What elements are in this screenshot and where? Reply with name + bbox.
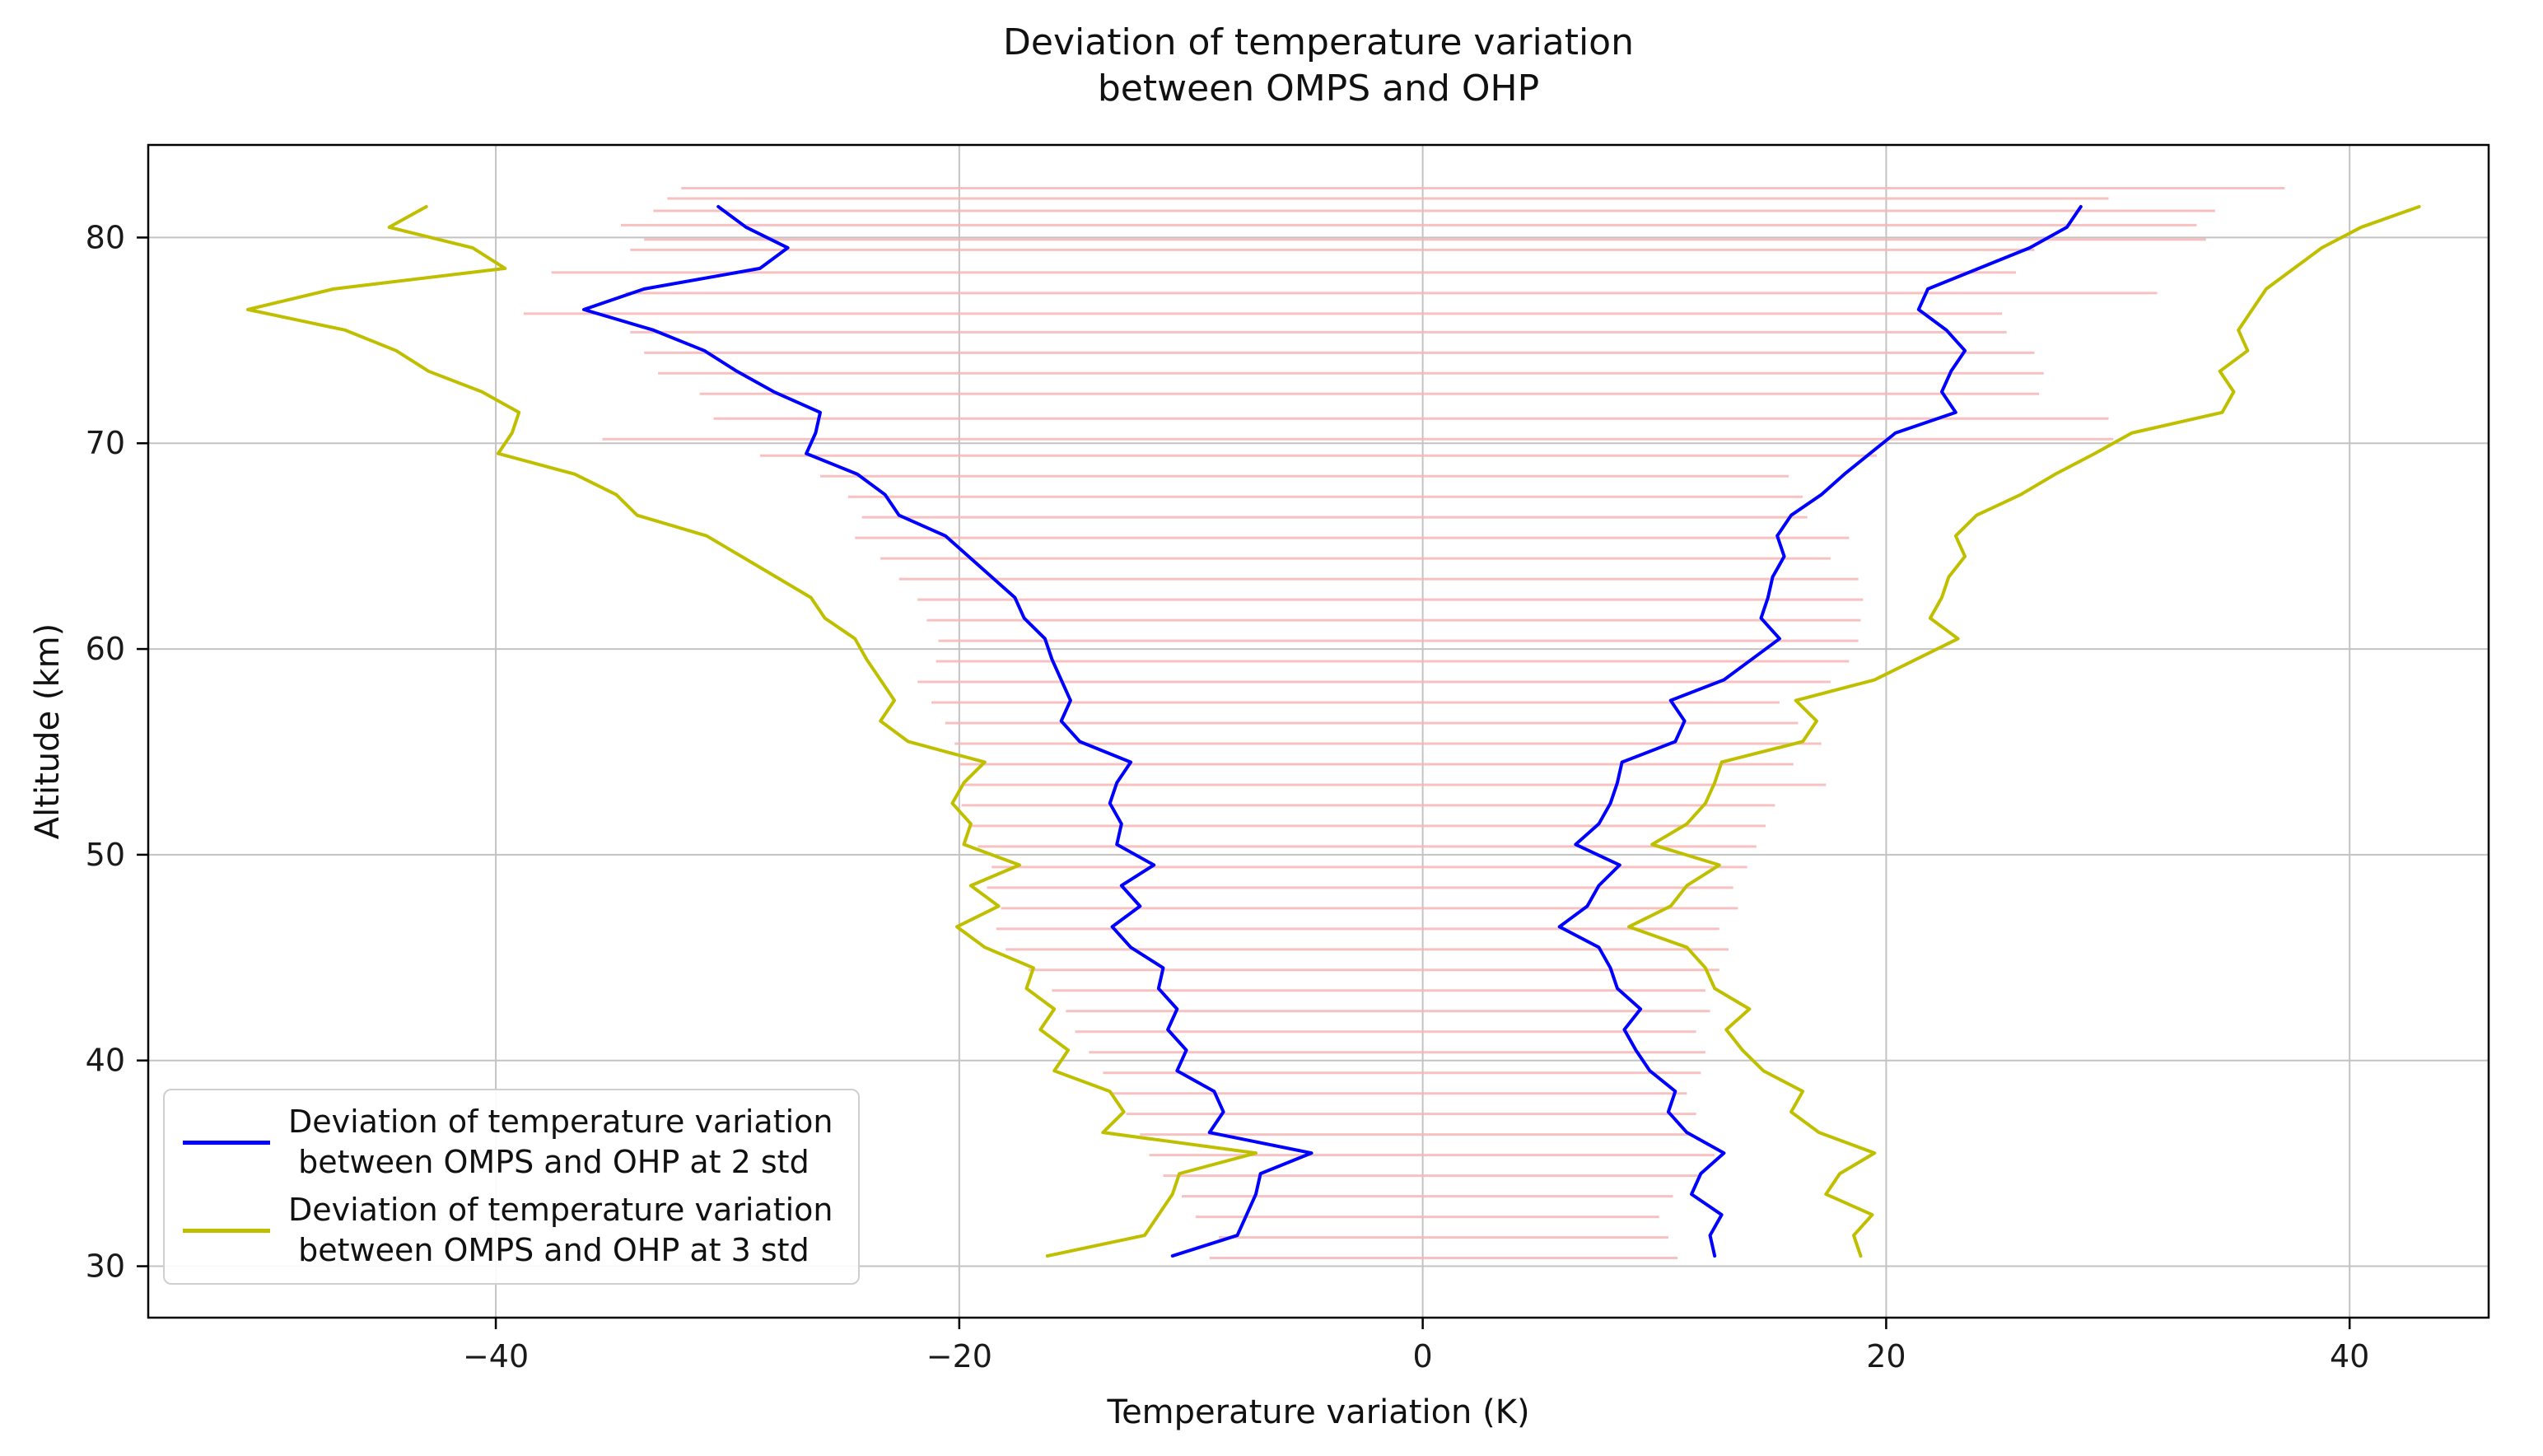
x-tick-label: 0: [1413, 1338, 1433, 1374]
y-tick-label: 50: [86, 837, 125, 873]
legend-line-2std-icon: [183, 1140, 270, 1145]
series-line-2std-neg: [582, 204, 1313, 1258]
legend: Deviation of temperature variation betwe…: [163, 1089, 860, 1285]
y-tick-label: 40: [86, 1043, 125, 1079]
series-line-3std-neg: [245, 204, 1258, 1258]
chart-title: Deviation of temperature variation betwe…: [1003, 21, 1634, 110]
series-line-2std-pos: [1557, 204, 2083, 1258]
y-tick-label: 70: [86, 425, 125, 461]
x-tick-label: 40: [2330, 1338, 2369, 1374]
axes-border: [147, 143, 2490, 1319]
y-axis-label: Altitude (km): [29, 623, 67, 840]
y-tick-label: 60: [86, 631, 125, 667]
x-tick-label: 20: [1866, 1338, 1906, 1374]
y-tick-label: 30: [86, 1248, 125, 1285]
x-axis-label: Temperature variation (K): [1107, 1393, 1530, 1431]
legend-entry-2std: Deviation of temperature variation betwe…: [183, 1102, 833, 1183]
y-tick-label: 80: [86, 219, 125, 255]
legend-line-3std-icon: [183, 1228, 270, 1233]
legend-label-2std: Deviation of temperature variation betwe…: [288, 1104, 833, 1181]
legend-entry-3std: Deviation of temperature variation betwe…: [183, 1190, 833, 1272]
legend-label-3std: Deviation of temperature variation betwe…: [288, 1191, 833, 1269]
x-tick-label: −40: [463, 1338, 529, 1374]
series-line-3std-pos: [1627, 204, 2421, 1258]
x-tick-label: −20: [926, 1338, 992, 1374]
